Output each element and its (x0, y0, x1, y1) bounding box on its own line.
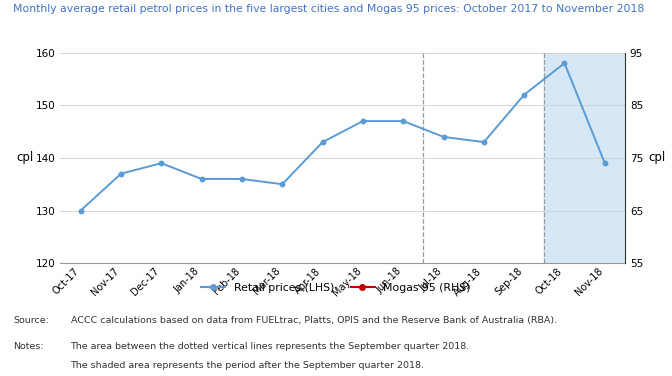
Text: The area between the dotted vertical lines represents the September quarter 2018: The area between the dotted vertical lin… (71, 342, 470, 351)
Y-axis label: cpl: cpl (16, 152, 34, 164)
Legend: Retail prices (LHS), Mogas 95 (RHS): Retail prices (LHS), Mogas 95 (RHS) (197, 279, 475, 297)
Text: Source:: Source: (13, 316, 49, 325)
Text: ACCC calculations based on data from FUELtrac, Platts, OPIS and the Reserve Bank: ACCC calculations based on data from FUE… (71, 316, 556, 325)
Bar (544, 53, 625, 263)
Text: Monthly average retail petrol prices in the five largest cities and Mogas 95 pri: Monthly average retail petrol prices in … (13, 4, 644, 14)
Y-axis label: cpl: cpl (648, 152, 665, 164)
Text: Notes:: Notes: (13, 342, 44, 351)
Text: The shaded area represents the period after the September quarter 2018.: The shaded area represents the period af… (71, 361, 425, 370)
